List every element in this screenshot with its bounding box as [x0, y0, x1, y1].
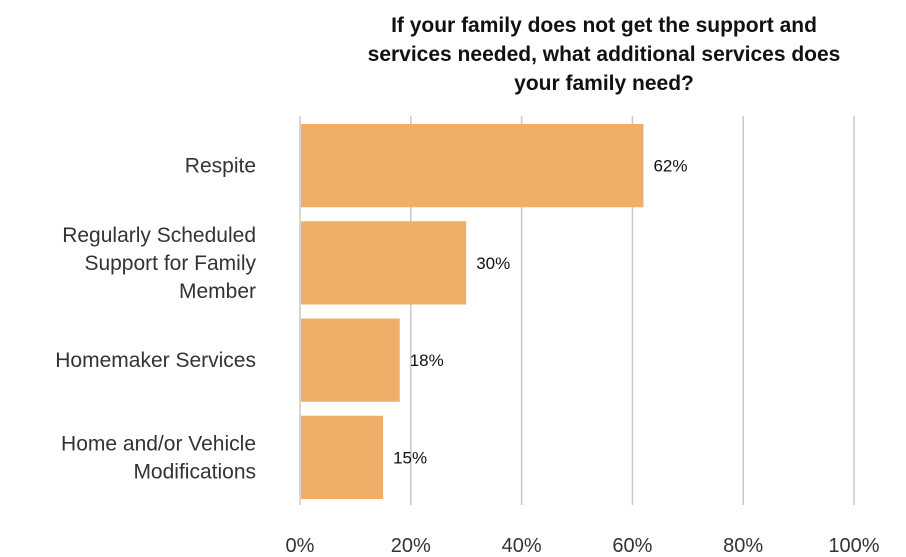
category-label: Homemaker Services	[55, 349, 256, 372]
chart-title-line: services needed, what additional service…	[368, 43, 841, 66]
data-labels: 62% 30% 18% 15%	[393, 157, 687, 468]
x-axis-ticks: 0% 20% 40% 60% 80% 100%	[286, 535, 880, 557]
data-label: 18%	[410, 351, 444, 370]
chart-title: If your family does not get the support …	[368, 14, 841, 95]
x-tick-label: 40%	[502, 535, 542, 557]
category-label: Support for Family	[84, 252, 256, 275]
category-label: Home and/or Vehicle	[61, 432, 256, 455]
bar	[301, 318, 400, 402]
category-labels: Respite Regularly Scheduled Support for Fa…	[55, 155, 256, 484]
category-label: Member	[179, 280, 256, 303]
chart-bars	[301, 124, 644, 499]
x-tick-label: 60%	[612, 535, 652, 557]
bar	[301, 415, 384, 499]
x-tick-label: 0%	[286, 535, 315, 557]
category-label: Respite	[185, 155, 256, 178]
category-label: Regularly Scheduled	[62, 224, 256, 247]
data-label: 15%	[393, 448, 427, 467]
data-label: 30%	[476, 254, 510, 273]
bar	[301, 124, 644, 208]
x-tick-label: 80%	[723, 535, 763, 557]
x-tick-label: 100%	[828, 535, 879, 557]
x-tick-label: 20%	[391, 535, 431, 557]
chart-title-line: your family need?	[514, 72, 694, 95]
data-label: 62%	[653, 157, 687, 176]
category-label: Modifications	[133, 460, 256, 483]
bar	[301, 221, 467, 305]
chart-title-line: If your family does not get the support …	[391, 14, 817, 37]
